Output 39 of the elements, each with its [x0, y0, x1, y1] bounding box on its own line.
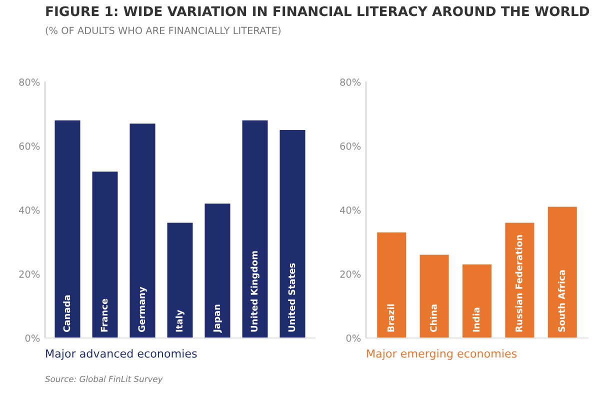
y-tick-label: 80%	[340, 78, 361, 86]
bar	[54, 120, 80, 338]
bar	[420, 254, 449, 338]
x-tick-label: France	[100, 298, 108, 332]
chart-subtitle: (% OF ADULTS WHO ARE FINANCIALLY LITERATE)	[46, 26, 280, 36]
x-axis-title: Major advanced economies	[46, 349, 197, 360]
x-tick-label: Russian Federation	[515, 235, 522, 332]
chart-title: FIGURE 1: WIDE VARIATION IN FINANCIAL LITERACY AROUND THE WORLD	[46, 6, 590, 16]
x-tick-label: United Kingdom	[250, 251, 260, 332]
x-tick-label: Canada	[63, 295, 70, 332]
y-tick-label: 0%	[346, 334, 361, 342]
bar	[167, 222, 193, 338]
x-tick-label: Germany	[138, 286, 147, 332]
bar	[280, 130, 306, 338]
bar	[204, 204, 230, 338]
x-tick-label: Japan	[213, 304, 222, 333]
x-tick-label: Brazil	[387, 304, 394, 332]
x-tick-label: South Africa	[558, 270, 566, 332]
y-tick-label: 60%	[340, 142, 361, 150]
x-tick-label: Italy	[176, 310, 184, 332]
bar	[505, 222, 534, 338]
y-tick-label: 40%	[19, 206, 40, 214]
bar	[130, 124, 156, 338]
x-tick-label: United States	[288, 263, 296, 332]
bar	[548, 206, 577, 338]
x-axis-title: Major emerging economies	[367, 349, 517, 360]
y-tick-label: 20%	[340, 270, 361, 278]
y-tick-label: 60%	[19, 142, 40, 150]
bar	[377, 232, 406, 338]
x-tick-label: India	[472, 308, 480, 332]
y-tick-label: 40%	[340, 206, 361, 214]
y-tick-label: 80%	[19, 78, 40, 86]
bar	[242, 120, 268, 338]
y-tick-label: 0%	[25, 334, 40, 342]
source-note: Source: Global FinLit Survey	[45, 376, 163, 384]
y-tick-label: 20%	[19, 270, 40, 278]
bar	[92, 172, 118, 338]
bar	[462, 264, 492, 338]
x-tick-label: China	[430, 304, 437, 332]
